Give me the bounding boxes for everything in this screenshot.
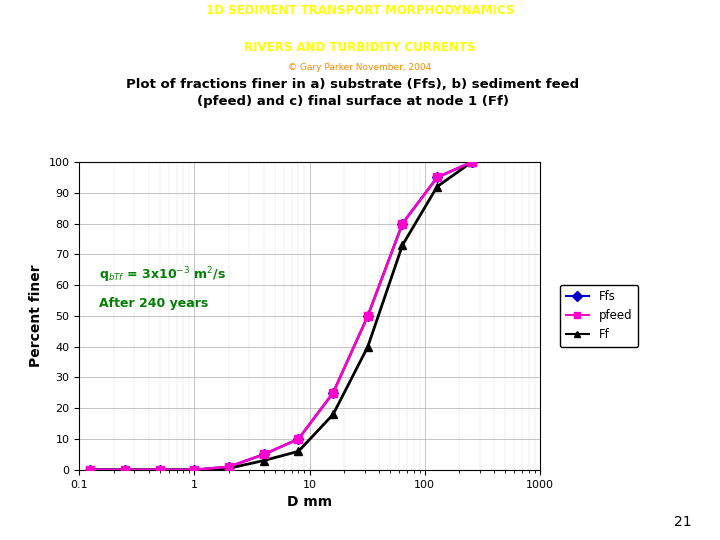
Text: Plot of fractions finer in a) substrate (Ffs), b) sediment feed
(pfeed) and c) f: Plot of fractions finer in a) substrate … [126, 78, 580, 109]
Text: 1D SEDIMENT TRANSPORT MORPHODYNAMICS: 1D SEDIMENT TRANSPORT MORPHODYNAMICS [206, 4, 514, 17]
Text: q$_{bTf}$ = 3x10$^{-3}$ m$^{2}$/s: q$_{bTf}$ = 3x10$^{-3}$ m$^{2}$/s [99, 265, 226, 285]
Text: with applications to: with applications to [302, 24, 418, 34]
Legend: Ffs, pfeed, Ff: Ffs, pfeed, Ff [559, 285, 638, 347]
Text: RIVERS AND TURBIDITY CURRENTS: RIVERS AND TURBIDITY CURRENTS [244, 41, 476, 54]
X-axis label: D mm: D mm [287, 495, 332, 509]
Text: After 240 years: After 240 years [99, 296, 209, 309]
Y-axis label: Percent finer: Percent finer [29, 265, 43, 367]
Text: © Gary Parker November, 2004: © Gary Parker November, 2004 [289, 63, 431, 72]
Text: 21: 21 [674, 515, 691, 529]
